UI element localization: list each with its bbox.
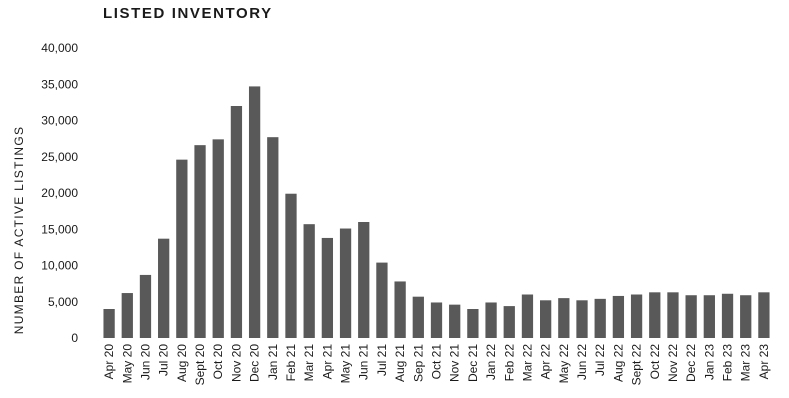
bar <box>285 193 297 338</box>
x-tick-label: May 20 <box>120 344 134 384</box>
x-tick-label: May 22 <box>557 344 571 384</box>
x-tick-label: Jan 23 <box>702 344 716 380</box>
bar <box>194 145 206 338</box>
bar <box>721 293 734 338</box>
bar <box>521 294 534 338</box>
bar <box>467 309 479 338</box>
x-tick-label: Nov 21 <box>448 344 462 382</box>
bar <box>594 298 606 338</box>
x-tick-label: Sept 20 <box>193 344 207 386</box>
x-tick-label: Aug 20 <box>175 344 189 382</box>
x-tick-label: Nov 20 <box>229 344 243 382</box>
bar <box>303 224 315 338</box>
y-tick-label: 0 <box>71 331 78 345</box>
x-tick-label: Mar 23 <box>739 344 753 382</box>
x-tick-label: Sep 21 <box>411 344 425 382</box>
x-tick-label: Apr 22 <box>539 344 553 380</box>
bar <box>649 292 661 338</box>
bar <box>103 309 115 338</box>
bar <box>612 295 625 338</box>
x-tick-label: Mar 21 <box>302 344 316 382</box>
y-tick-label: 35,000 <box>41 77 78 91</box>
bar <box>503 306 515 338</box>
x-tick-label: Oct 20 <box>211 344 225 380</box>
x-tick-label: Apr 21 <box>320 344 334 380</box>
bar <box>430 302 443 338</box>
x-tick-label: Jul 22 <box>593 344 607 376</box>
x-tick-label: Apr 23 <box>757 344 771 380</box>
x-tick-label: Feb 21 <box>284 344 298 382</box>
y-tick-label: 10,000 <box>41 259 78 273</box>
y-tick-label: 5,000 <box>48 295 78 309</box>
bar <box>667 292 679 338</box>
bar <box>558 298 570 339</box>
x-tick-label: Dec 20 <box>248 344 262 382</box>
bar <box>576 300 588 338</box>
x-tick-label: Oct 22 <box>648 344 662 380</box>
x-tick-label: Jan 21 <box>266 344 280 380</box>
x-tick-label: Dec 21 <box>466 344 480 382</box>
bar <box>758 292 770 338</box>
y-tick-label: 25,000 <box>41 150 78 164</box>
bar <box>212 139 224 338</box>
bar <box>176 159 188 338</box>
bar <box>685 295 697 338</box>
x-tick-label: Sept 22 <box>630 344 644 386</box>
x-tick-label: Feb 22 <box>502 344 516 382</box>
bar <box>321 237 334 338</box>
x-tick-label: Jun 20 <box>138 344 152 380</box>
x-tick-label: Jul 21 <box>375 344 389 376</box>
x-tick-label: Jan 22 <box>484 344 498 380</box>
bar <box>139 274 152 338</box>
bar <box>394 281 406 338</box>
bar <box>412 296 424 338</box>
bar <box>540 300 552 338</box>
x-tick-label: Mar 22 <box>520 344 534 382</box>
y-tick-label: 40,000 <box>41 41 78 55</box>
bar <box>740 295 752 338</box>
y-tick-label: 15,000 <box>41 222 78 236</box>
y-tick-label: 20,000 <box>41 186 78 200</box>
bar <box>158 238 170 338</box>
bar <box>248 86 261 338</box>
bar <box>485 302 497 338</box>
x-tick-label: May 21 <box>339 344 353 384</box>
x-tick-label: Jun 21 <box>357 344 371 380</box>
bar <box>121 293 133 338</box>
x-tick-label: Nov 22 <box>666 344 680 382</box>
x-tick-label: Jun 22 <box>575 344 589 380</box>
bar <box>449 304 461 338</box>
x-tick-label: Jul 20 <box>157 344 171 376</box>
bar <box>230 106 243 338</box>
bar <box>267 137 279 338</box>
x-tick-label: Aug 22 <box>611 344 625 382</box>
chart-title: LISTED INVENTORY <box>103 5 273 22</box>
x-tick-label: Feb 23 <box>721 344 735 382</box>
x-tick-label: Oct 21 <box>430 344 444 380</box>
x-tick-label: Dec 22 <box>684 344 698 382</box>
x-tick-label: Aug 21 <box>393 344 407 382</box>
bar <box>358 222 370 338</box>
bar <box>339 228 352 338</box>
x-tick-label: Apr 20 <box>102 344 116 380</box>
y-tick-label: 30,000 <box>41 114 78 128</box>
bar <box>703 295 715 338</box>
bar <box>376 262 388 338</box>
bar <box>630 294 643 338</box>
